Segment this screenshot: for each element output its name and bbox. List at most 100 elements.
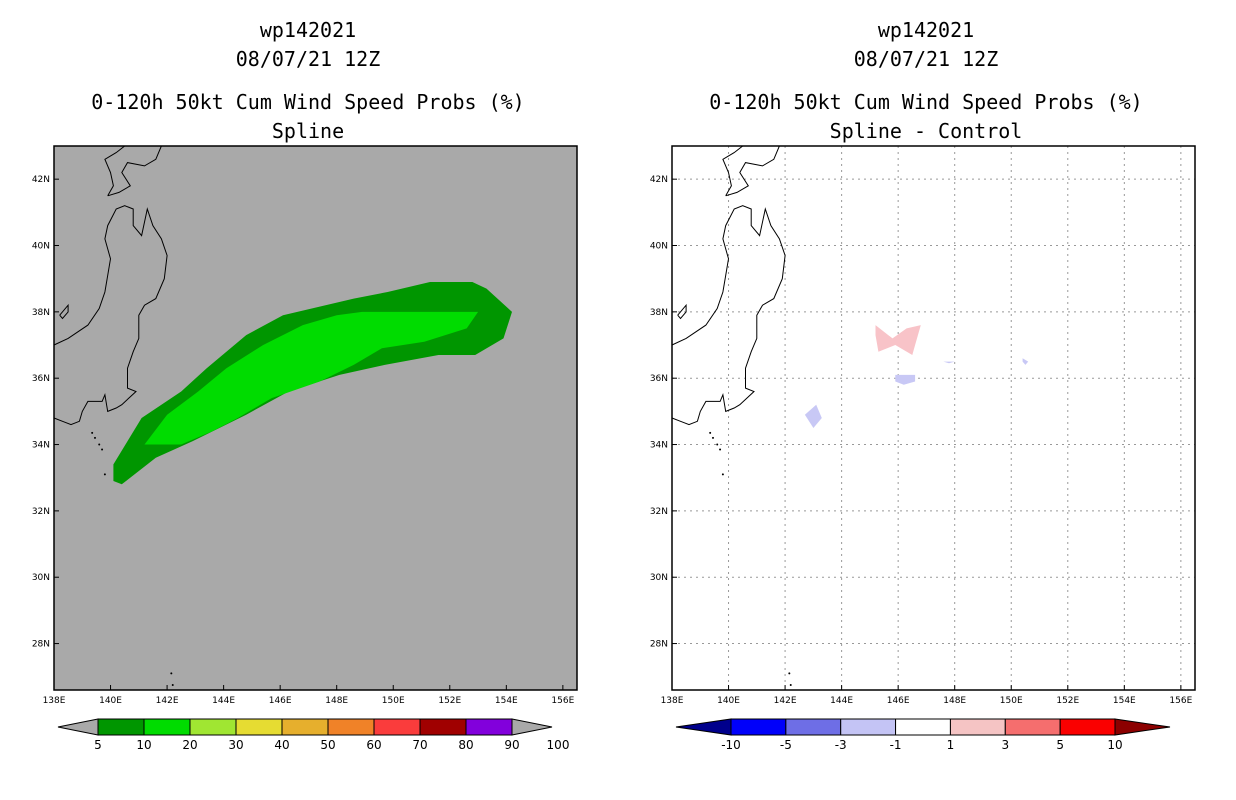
left-island-dot (98, 443, 101, 446)
left-colorbar-swatch (97, 718, 145, 736)
right-x-tick-label: 150E (1000, 696, 1023, 706)
right-colorbar-label: -3 (835, 738, 847, 752)
right-contour--1-to-3 (804, 404, 822, 428)
right-contour--1-to-3 (895, 374, 916, 385)
left-island-dot (103, 473, 106, 476)
right-island-dot (716, 443, 719, 446)
right-x-tick-label: 140E (717, 696, 740, 706)
right-x-tick-label: 146E (887, 696, 910, 706)
right-colorbar-label: 1 (947, 738, 955, 752)
left-panel-title: wp142021 08/07/21 12Z 0-120h 50kt Cum Wi… (18, 16, 598, 146)
left-x-tick-label: 154E (495, 696, 518, 706)
right-coastline (677, 303, 687, 320)
left-x-tick-label: 148E (325, 696, 348, 706)
left-x-tick-label: 138E (43, 696, 66, 706)
left-colorbar-swatch (189, 718, 237, 736)
left-x-tick-label: 150E (382, 696, 405, 706)
left-map-border (53, 145, 578, 691)
right-x-tick-label: 154E (1113, 696, 1136, 706)
right-colorbar-label: -1 (890, 738, 902, 752)
right-y-tick-label: 38N (650, 308, 668, 318)
left-coastline (53, 205, 168, 426)
left-colorbar-label: 5 (94, 738, 102, 752)
right-colorbar-label: -10 (721, 738, 741, 752)
left-contour-10-20- (144, 311, 479, 445)
right-x-tick-label: 152E (1056, 696, 1079, 706)
right-colorbar-swatch (1004, 718, 1061, 736)
right-colorbar-swatch (840, 718, 897, 736)
left-map-panel: 138E 140E 142E 144E 146E 148E 150E 152E 154E 156E… (32, 145, 578, 752)
left-colorbar-swatch (327, 718, 375, 736)
left-y-tick-label: 32N (32, 507, 50, 517)
left-y-tick-label: 40N (32, 242, 50, 252)
right-y-tick-label: 30N (650, 573, 668, 583)
left-x-tick-label: 144E (212, 696, 235, 706)
right-colorbar-label: 5 (1056, 738, 1064, 752)
right-map-border (671, 145, 1196, 691)
right-island-dot (709, 431, 712, 434)
right-y-tick-label: 32N (650, 507, 668, 517)
left-island-dot (170, 672, 173, 675)
right-x-tick-label: 138E (661, 696, 684, 706)
right-map-panel: 138E 140E 142E 144E 146E 148E 150E 152E 154E 156E… (650, 145, 1196, 752)
right-x-tick-label: 148E (943, 696, 966, 706)
right-map-background (672, 146, 1195, 690)
right-x-tick-label: 144E (830, 696, 853, 706)
right-y-tick-label: 40N (650, 242, 668, 252)
left-island-dot (101, 448, 104, 451)
left-colorbar-label: 90 (504, 738, 519, 752)
left-colorbar-start-arrow (57, 718, 99, 736)
right-y-tick-label: 36N (650, 374, 668, 384)
left-colorbar-label: 100 (547, 738, 570, 752)
right-island-dot (788, 672, 791, 675)
left-colorbar-swatch (281, 718, 329, 736)
left-colorbar-swatch (373, 718, 421, 736)
right-colorbar-end-arrow (1114, 718, 1171, 736)
right-colorbar-swatch (785, 718, 842, 736)
left-x-tick-label: 142E (156, 696, 179, 706)
right-island-dot (721, 473, 724, 476)
left-storm-id: wp142021 (259, 18, 357, 42)
left-map-background (54, 146, 577, 690)
right-colorbar-start-arrow (675, 718, 732, 736)
left-colorbar-end-arrow (511, 718, 553, 736)
right-colorbar-swatch (1059, 718, 1116, 736)
right-island-dot (711, 436, 714, 439)
left-y-tick-label: 34N (32, 441, 50, 451)
right-contour--1-to-3 (1022, 358, 1029, 365)
left-colorbar-swatch (235, 718, 283, 736)
left-colorbar-swatch (465, 718, 513, 736)
right-contour--1-to-3 (875, 325, 921, 355)
left-colorbar-swatch (143, 718, 191, 736)
right-coastline (671, 205, 786, 426)
left-x-tick-label: 152E (438, 696, 461, 706)
left-y-tick-label: 36N (32, 374, 50, 384)
left-coastline (59, 303, 69, 320)
left-datetime: 08/07/21 12Z (235, 47, 381, 71)
right-product-title: 0-120h 50kt Cum Wind Speed Probs (%) (709, 90, 1143, 114)
right-storm-id: wp142021 (877, 18, 975, 42)
right-x-tick-label: 156E (1169, 696, 1192, 706)
left-colorbar-label: 50 (320, 738, 335, 752)
right-colorbar-swatch (730, 718, 787, 736)
right-panel-title: wp142021 08/07/21 12Z 0-120h 50kt Cum Wi… (636, 16, 1216, 146)
right-colorbar: -10 -5 -3 -1 1 3 5 10 (675, 718, 1171, 752)
left-colorbar-label: 60 (366, 738, 381, 752)
right-island-dot (789, 684, 792, 687)
left-y-tick-label: 30N (32, 573, 50, 583)
left-colorbar-label: 30 (228, 738, 243, 752)
right-coastline (722, 145, 781, 197)
right-colorbar-label: -5 (780, 738, 792, 752)
right-y-tick-label: 42N (650, 175, 668, 185)
left-subtitle: Spline (271, 119, 345, 143)
right-colorbar-label: 3 (1001, 738, 1009, 752)
left-colorbar-swatch (419, 718, 467, 736)
left-island-dot (171, 684, 174, 687)
left-colorbar-label: 40 (274, 738, 289, 752)
left-colorbar-label: 70 (412, 738, 427, 752)
right-colorbar-swatch (895, 718, 951, 736)
right-x-tick-label: 142E (774, 696, 797, 706)
left-x-tick-label: 156E (551, 696, 574, 706)
left-y-tick-label: 42N (32, 175, 50, 185)
